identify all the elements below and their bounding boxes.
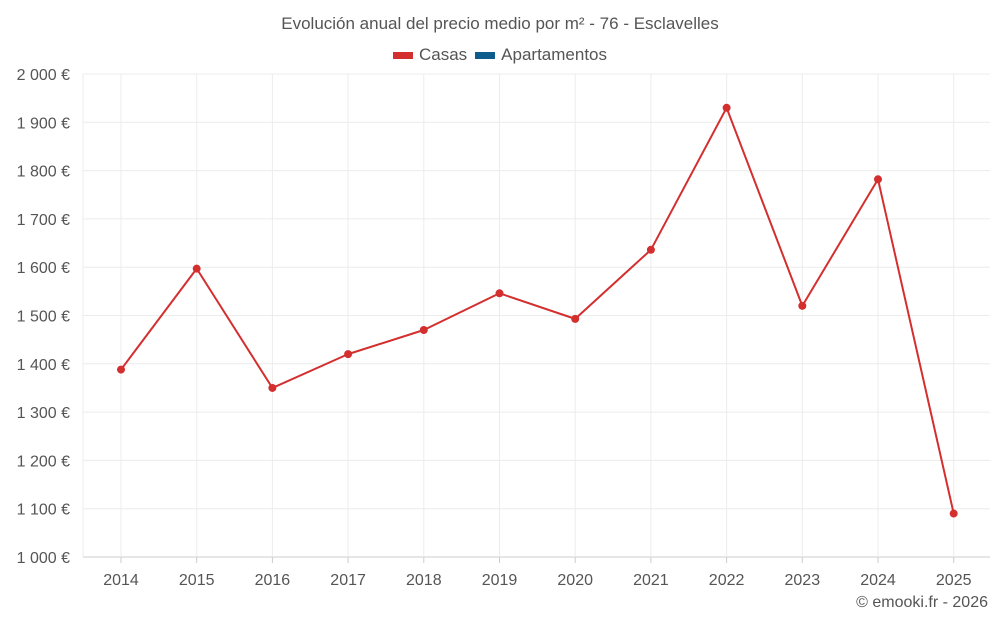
x-tick-label: 2016 (255, 572, 291, 589)
y-tick-label: 1 800 € (17, 164, 70, 181)
y-tick-label: 1 500 € (17, 309, 70, 326)
x-tick-label: 2018 (406, 572, 442, 589)
y-tick-label: 1 900 € (17, 115, 70, 132)
x-tick-label: 2017 (330, 572, 366, 589)
x-tick-label: 2015 (179, 572, 215, 589)
series-line-casas (120, 106, 955, 514)
legend-swatch-casas (392, 51, 413, 59)
y-tick-label: 1 300 € (17, 405, 70, 422)
data-point[interactable] (495, 289, 504, 298)
legend-swatch-apartamentos (475, 51, 496, 59)
x-tick-label: 2024 (860, 572, 896, 589)
legend-label-casas: Casas (418, 45, 468, 64)
legend-item-apartamentos[interactable]: Apartamentos (475, 45, 607, 65)
y-tick-label: 1 600 € (17, 260, 70, 277)
data-point[interactable] (798, 301, 807, 310)
legend: Casas Apartamentos (0, 45, 1000, 65)
data-point[interactable] (646, 245, 655, 254)
legend-item-casas[interactable]: Casas (392, 45, 468, 65)
y-tick-label: 1 400 € (17, 357, 70, 374)
x-tick-label: 2021 (633, 572, 669, 589)
data-point[interactable] (192, 264, 201, 273)
chart-title: Evolución anual del precio medio por m² … (281, 14, 719, 33)
y-tick-label: 1 700 € (17, 212, 70, 229)
legend-label-apartamentos: Apartamentos (501, 45, 608, 64)
data-point[interactable] (874, 175, 882, 184)
x-tick-label: 2014 (103, 572, 139, 589)
data-point[interactable] (117, 365, 125, 374)
y-tick-label: 1 200 € (17, 453, 70, 470)
x-tick-label: 2020 (557, 572, 593, 589)
data-point[interactable] (949, 509, 958, 518)
credit-text: © emooki.fr - 2026 (856, 594, 988, 611)
data-point[interactable] (571, 314, 580, 323)
x-tick-label: 2023 (785, 572, 821, 589)
y-tick-label: 1 100 € (17, 502, 70, 519)
data-point[interactable] (268, 383, 277, 392)
x-tick-label: 2019 (482, 572, 518, 589)
data-point[interactable] (344, 350, 353, 359)
y-tick-label: 1 000 € (17, 550, 70, 567)
data-point[interactable] (419, 325, 428, 334)
x-tick-label: 2025 (936, 572, 972, 589)
y-tick-label: 2 000 € (17, 67, 70, 84)
x-tick-label: 2022 (709, 572, 745, 589)
data-point[interactable] (722, 103, 731, 112)
